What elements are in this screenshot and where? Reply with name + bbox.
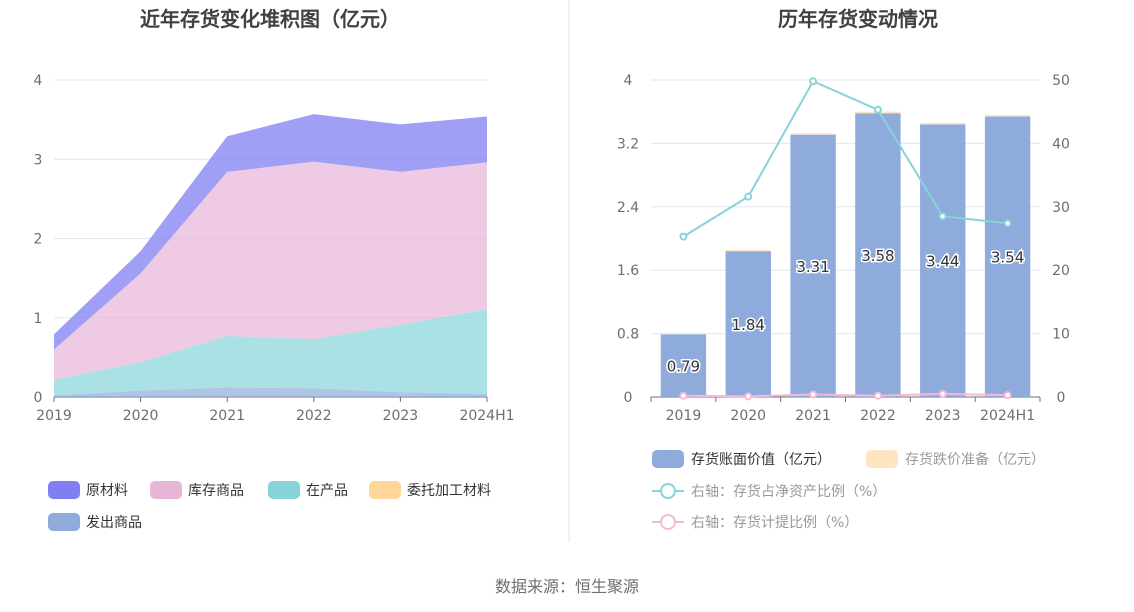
area-原材料 — [54, 114, 487, 350]
bar-value-label: 0.79 — [667, 358, 700, 376]
line-point — [809, 77, 818, 86]
left-chart-title: 近年存货变化堆积图（亿元） — [140, 7, 400, 31]
bar-value-label: 1.84 — [732, 316, 765, 334]
line-point — [1003, 219, 1012, 228]
x-tick-label: 2020 — [730, 408, 766, 424]
bar-book-value — [725, 251, 771, 397]
area-库存商品 — [54, 161, 487, 380]
x-tick-label: 2022 — [296, 408, 332, 424]
bar-value-label: 3.54 — [991, 249, 1024, 267]
bar-value-label: 3.44 — [926, 253, 959, 271]
y2-tick-label: 10 — [1052, 327, 1070, 343]
y2-tick-label: 20 — [1052, 263, 1070, 279]
legend-label: 存货账面价值（亿元） — [691, 451, 831, 468]
area-在产品 — [54, 309, 487, 396]
bar-value-label: 3.58 — [861, 247, 894, 265]
legend-label: 库存商品 — [188, 483, 244, 499]
legend-label: 发出商品 — [86, 515, 142, 531]
line-point — [679, 232, 688, 241]
legend-marker — [660, 483, 676, 499]
line-point — [679, 391, 688, 400]
y-tick-label: 1.6 — [617, 263, 639, 279]
x-tick-label: 2024H1 — [980, 408, 1035, 424]
line-point — [938, 212, 947, 221]
x-tick-label: 2019 — [666, 408, 702, 424]
y2-tick-label: 30 — [1052, 200, 1070, 216]
bar-provision — [920, 122, 966, 125]
line-point — [809, 390, 818, 399]
bar-book-value — [855, 113, 901, 397]
y-tick-label: 3 — [34, 152, 43, 168]
y2-tick-label: 50 — [1052, 73, 1070, 89]
bar-provision — [984, 114, 1031, 117]
data-source: 数据来源：恒生聚源 — [495, 577, 639, 596]
line-point — [873, 105, 882, 114]
right-chart-title: 历年存货变动情况 — [778, 7, 938, 31]
line-point — [938, 389, 947, 398]
x-tick-label: 2021 — [795, 408, 831, 424]
bar-book-value — [984, 116, 1031, 397]
y-tick-label: 4 — [34, 73, 43, 89]
line-point — [1003, 391, 1012, 400]
x-tick-label: 2023 — [925, 408, 961, 424]
legend-swatch — [866, 450, 898, 468]
y-tick-label: 3.2 — [617, 136, 639, 152]
bar-book-value — [790, 134, 836, 397]
line-point — [744, 392, 753, 401]
y-tick-label: 0 — [624, 390, 633, 406]
legend-label: 存货跌价准备（亿元） — [905, 451, 1045, 468]
area-发出商品 — [54, 387, 487, 397]
y2-tick-label: 40 — [1052, 136, 1070, 152]
legend-label: 右轴：存货计提比例（%） — [691, 514, 858, 531]
x-tick-label: 2023 — [383, 408, 419, 424]
legend-swatch — [652, 450, 684, 468]
bar-book-value — [920, 124, 966, 397]
legend-label: 右轴：存货占净资产比例（%） — [691, 483, 886, 500]
line-series — [683, 392, 1008, 398]
y-tick-label: 0 — [34, 390, 43, 406]
line-point — [873, 391, 882, 400]
x-tick-label: 2024H1 — [459, 408, 514, 424]
stacked-area-chart: 0 1 2 3 4 2019 2020 2021 2022 2023 2024H1 — [34, 73, 515, 424]
y-tick-label: 1 — [34, 311, 43, 327]
y-tick-label: 4 — [624, 73, 633, 89]
legend-swatch — [268, 481, 300, 499]
y-tick-label: 0.8 — [617, 327, 639, 343]
bar-provision — [725, 249, 771, 252]
y2-tick-label: 0 — [1057, 390, 1066, 406]
legend-swatch — [369, 481, 401, 499]
legend-marker — [660, 514, 676, 530]
line-series — [682, 79, 1008, 238]
legend-swatch — [150, 481, 182, 499]
bar-provision — [790, 133, 836, 135]
x-tick-label: 2022 — [860, 408, 896, 424]
right-legend: 存货账面价值（亿元） 存货跌价准备（亿元） 右轴：存货占净资产比例（%） 右轴：存货计… — [652, 450, 1045, 531]
x-tick-label: 2019 — [36, 408, 72, 424]
x-tick-label: 2021 — [209, 408, 245, 424]
bar-book-value — [660, 334, 707, 397]
legend-label: 在产品 — [306, 483, 348, 499]
x-tick-label: 2020 — [123, 408, 159, 424]
legend-label: 委托加工材料 — [407, 483, 491, 499]
legend-swatch — [48, 481, 80, 499]
y-tick-label: 2 — [34, 232, 43, 248]
y-tick-label: 2.4 — [617, 200, 639, 216]
line-point — [744, 192, 753, 201]
bar-value-label: 3.31 — [796, 258, 829, 276]
legend-label: 原材料 — [86, 483, 128, 499]
legend-swatch — [48, 513, 80, 531]
